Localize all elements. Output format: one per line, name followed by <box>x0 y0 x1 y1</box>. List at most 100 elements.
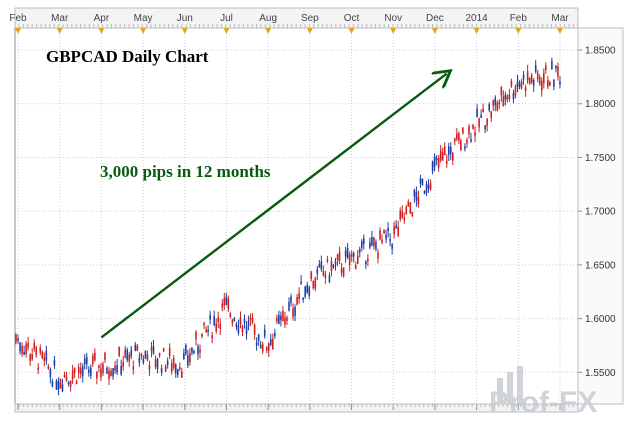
candle-body <box>237 325 240 334</box>
candle-body <box>274 332 276 337</box>
candle-body <box>110 370 112 377</box>
candle-body <box>496 102 499 111</box>
candle-body <box>555 65 557 69</box>
candle-body <box>456 133 458 140</box>
candle-body <box>488 104 490 111</box>
candle-body <box>421 178 424 186</box>
candle-body <box>484 125 486 130</box>
candle-body <box>492 99 495 106</box>
candle-body <box>425 184 428 193</box>
candle-body <box>352 252 355 257</box>
candle-body <box>371 237 373 246</box>
candle-body <box>494 97 497 106</box>
candle-body <box>354 265 357 270</box>
candle-body <box>344 250 347 257</box>
candle-body <box>510 80 513 87</box>
event-marker <box>140 28 147 34</box>
candle-body <box>486 119 488 126</box>
candle-body <box>71 370 74 380</box>
candle-body <box>128 354 131 362</box>
candle-body <box>25 343 27 355</box>
annotation-text: 3,000 pips in 12 months <box>100 162 271 181</box>
candle-body <box>55 380 58 390</box>
candle-body <box>21 345 23 354</box>
candle-body <box>452 152 454 161</box>
candle-body <box>172 358 175 368</box>
candle-body <box>346 247 349 258</box>
x-tick-label: Mar <box>551 13 569 24</box>
candle-body <box>158 353 161 356</box>
candle-body <box>462 127 464 134</box>
candle-body <box>405 206 408 214</box>
candle-body <box>243 319 246 323</box>
candle-body <box>63 374 66 378</box>
candle-body <box>187 355 189 366</box>
top-axis-strip <box>14 7 579 29</box>
candle-body <box>235 324 238 328</box>
candle-body <box>136 345 139 351</box>
candle-body <box>263 329 266 337</box>
candle-body <box>15 334 17 342</box>
candle-body <box>522 74 525 80</box>
candle-body <box>259 345 262 349</box>
candle-body <box>49 369 52 378</box>
candle-body <box>292 307 294 318</box>
candle-body <box>294 307 296 316</box>
candle-body <box>399 210 402 220</box>
candle-body <box>120 365 122 375</box>
candle-body <box>551 61 553 70</box>
candle-body <box>403 217 406 221</box>
candle-body <box>443 146 446 155</box>
candle-body <box>27 343 29 348</box>
candle-body <box>251 318 254 323</box>
candle-body <box>33 343 35 350</box>
candle-body <box>409 202 412 214</box>
candle-body <box>350 253 353 257</box>
candle-body <box>348 254 351 266</box>
candle-body <box>474 132 476 137</box>
candle-body <box>261 343 264 352</box>
candle-body <box>393 226 395 235</box>
candle-body <box>427 184 430 189</box>
candle-body <box>540 80 543 91</box>
candles <box>15 57 561 396</box>
candle-body <box>460 140 462 151</box>
event-marker <box>223 28 230 34</box>
candle-body <box>116 365 118 373</box>
candle-body <box>379 230 381 240</box>
candle-body <box>439 150 442 161</box>
candle-body <box>385 234 387 240</box>
candle-body <box>241 325 244 333</box>
y-tick-label: 1.6500 <box>585 260 616 271</box>
candle-body <box>524 87 527 92</box>
candle-body <box>174 364 177 374</box>
candle-body <box>466 139 468 144</box>
x-axis-labels: Feb Mar Apr May Jun Jul Aug Sep Oct Nov Dec 2014 Feb… <box>9 13 569 24</box>
candle-body <box>59 378 62 389</box>
candle-body <box>207 329 209 333</box>
candle-body <box>413 189 416 197</box>
candle-body <box>134 344 137 351</box>
candle-body <box>77 366 80 373</box>
candle-body <box>476 108 478 118</box>
candle-body <box>195 331 197 340</box>
candle-body <box>464 146 466 150</box>
candle-body <box>278 314 280 324</box>
candle-body <box>138 357 141 363</box>
candle-body <box>148 364 151 370</box>
candle-body <box>538 77 541 85</box>
candle-body <box>197 346 199 355</box>
event-markers <box>15 28 563 34</box>
candle-body <box>512 92 515 100</box>
candle-body <box>156 358 159 369</box>
candle-body <box>179 367 181 370</box>
event-marker <box>348 28 355 34</box>
candle-body <box>417 196 420 205</box>
candle-body <box>17 338 19 342</box>
candle-body <box>468 126 470 135</box>
bottom-axis-strip <box>14 403 579 413</box>
candle-body <box>189 353 191 363</box>
candle-body <box>191 347 193 353</box>
candle-body <box>306 284 308 293</box>
candle-body <box>316 269 319 274</box>
